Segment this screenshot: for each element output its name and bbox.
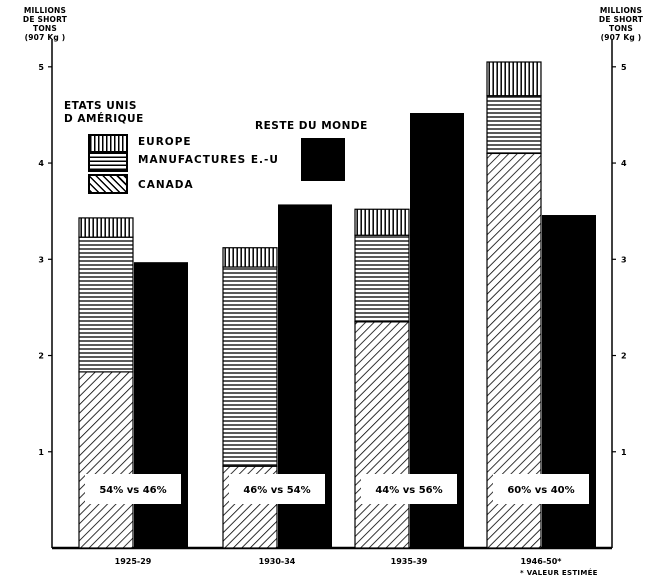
ratio-box-0 [85, 474, 181, 504]
ratio-box-2 [361, 474, 457, 504]
category-label-0: 1925-29 [115, 557, 152, 566]
right-unit-line-3: (907 Kg ) [600, 33, 642, 42]
right-unit-label: MILLIONS DE SHORT TONS (907 Kg ) [586, 6, 656, 42]
right-unit-line-2: DE SHORT TONS [598, 15, 644, 33]
left-tick-label-3: 4 [38, 159, 44, 168]
bar-europe-1 [222, 247, 278, 268]
bar-europe-3 [486, 61, 542, 97]
ratio-label-0: 54% vs 46% [99, 485, 166, 496]
left-unit-line-1: MILLIONS [23, 6, 67, 15]
right-unit-line-1: MILLIONS [599, 6, 643, 15]
bar-manufactures-e-u-3 [486, 95, 542, 155]
legend-label-europe: EUROPE [138, 136, 192, 148]
legend-label-manufactures: MANUFACTURES E.-U [138, 154, 279, 166]
legend-swatch-rest [301, 138, 345, 181]
left-tick-label-1: 2 [38, 352, 44, 361]
bar-reste-du-monde-0 [134, 262, 188, 548]
legend-label-canada: CANADA [138, 179, 194, 191]
right-tick-label-3: 4 [621, 159, 627, 168]
legend-usa-title: ETATS UNIS D AMÉRIQUE [64, 100, 144, 126]
ratio-label-3: 60% vs 40% [507, 485, 574, 496]
category-label-1: 1930-34 [259, 557, 296, 566]
legend-usa-title-line-2: D AMÉRIQUE [64, 113, 144, 125]
legend-swatch-manufactures [88, 151, 128, 172]
left-unit-label: MILLIONS DE SHORT TONS (907 Kg ) [14, 6, 76, 42]
ratio-label-1: 46% vs 54% [243, 485, 310, 496]
bar-manufactures-e-u-1 [222, 266, 278, 467]
right-tick-label-0: 1 [621, 448, 627, 457]
bar-europe-2 [354, 208, 410, 236]
right-tick-label-4: 5 [621, 63, 627, 72]
left-tick-label-4: 5 [38, 63, 44, 72]
bar-canada-2 [354, 321, 410, 549]
bar-europe-0 [78, 217, 134, 238]
ratio-label-2: 44% vs 56% [375, 485, 442, 496]
footnote: * VALEUR ESTIMÉE [520, 569, 598, 577]
category-label-2: 1935-39 [391, 557, 428, 566]
left-tick-label-0: 1 [38, 448, 44, 457]
ratio-box-1 [229, 474, 325, 504]
legend-usa-title-line-1: ETATS UNIS [64, 100, 137, 112]
right-tick-label-2: 3 [621, 255, 627, 264]
left-unit-line-3: (907 Kg ) [24, 33, 66, 42]
legend-swatch-canada [88, 174, 128, 194]
category-label-3: 1946-50* [521, 557, 563, 566]
bar-canada-0 [78, 371, 134, 549]
bar-manufactures-e-u-2 [354, 234, 410, 323]
ratio-box-3 [493, 474, 589, 504]
right-tick-label-1: 2 [621, 352, 627, 361]
left-unit-line-2: DE SHORT TONS [22, 15, 68, 33]
ratio-labels: 54% vs 46% 46% vs 54% 44% vs 56% 60% vs 40% [85, 474, 589, 504]
left-tick-label-2: 3 [38, 255, 44, 264]
bar-manufactures-e-u-0 [78, 236, 134, 373]
legend-rest-title: RESTE DU MONDE [255, 120, 368, 132]
